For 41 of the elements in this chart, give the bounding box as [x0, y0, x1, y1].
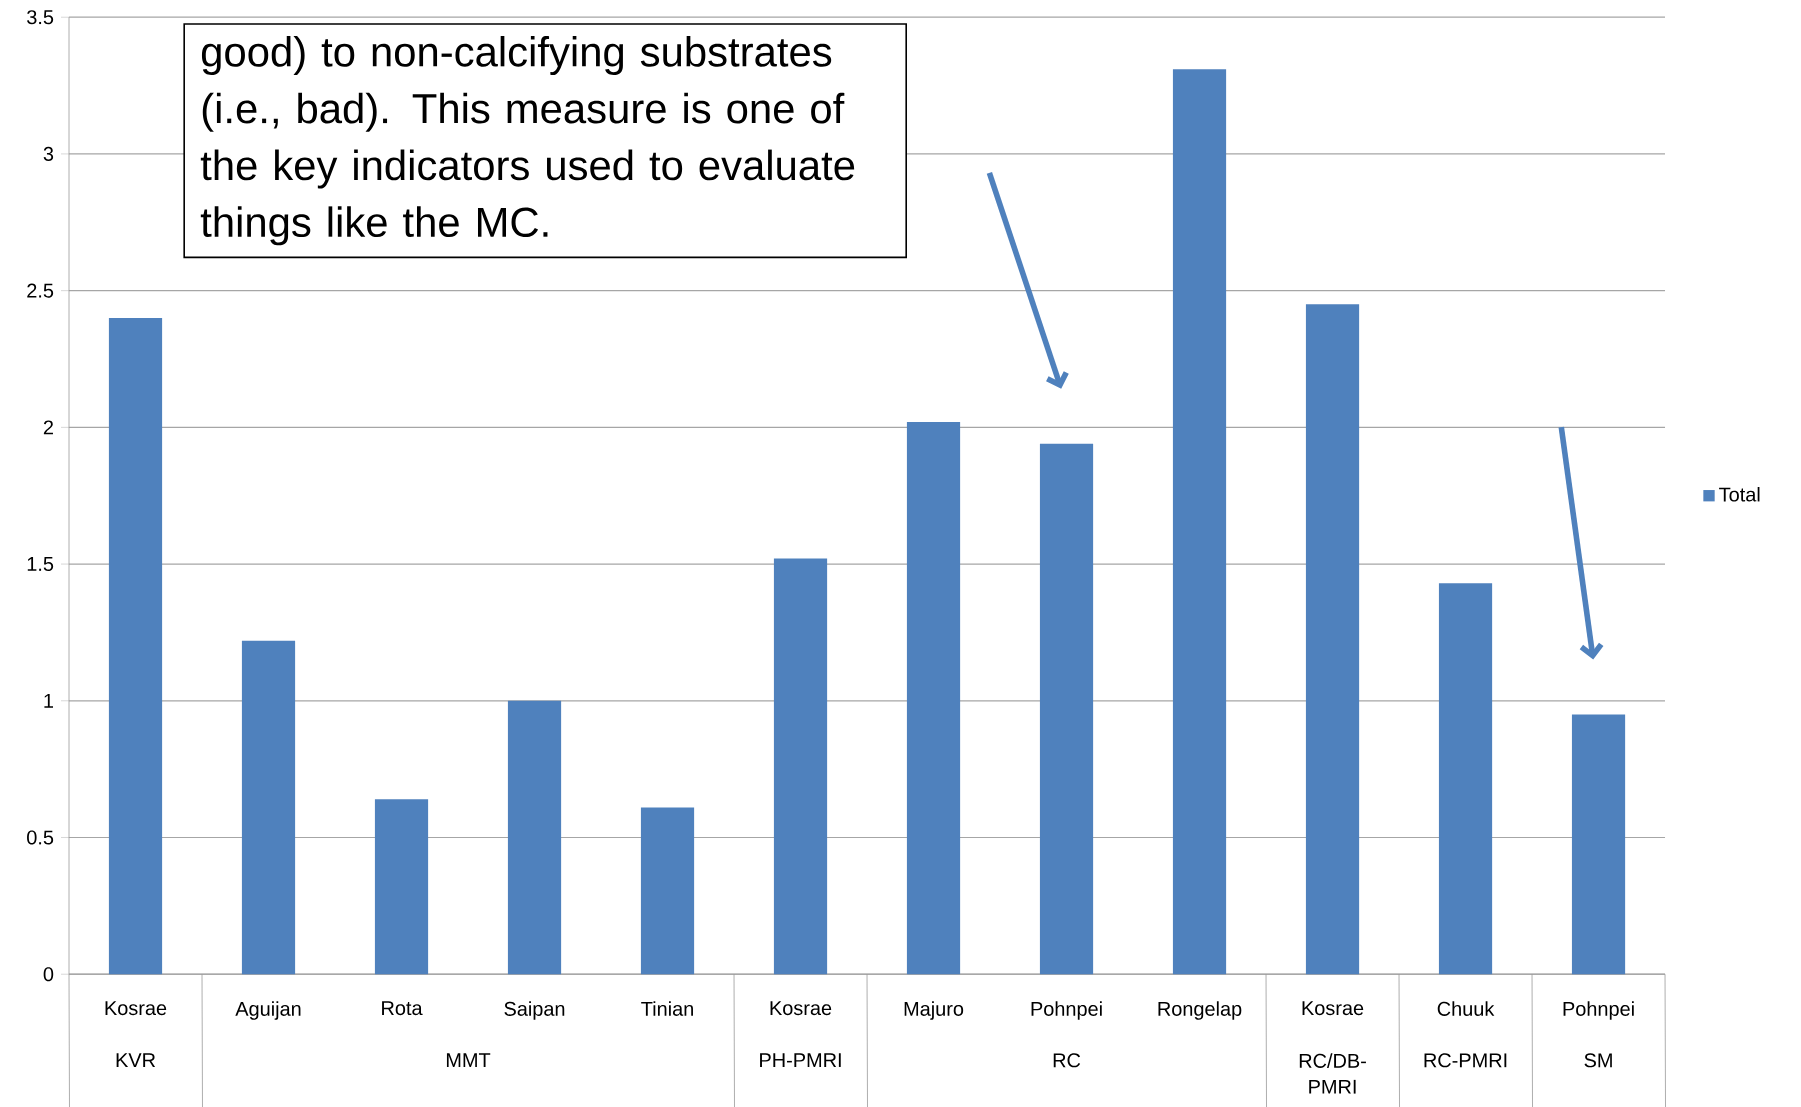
x-tick-label: Rongelap: [1158, 1001, 1242, 1020]
x-tick-label: Chuuk: [1437, 1001, 1495, 1016]
text: RC-PMRI: [1424, 1053, 1507, 1068]
bar: [507, 700, 562, 975]
y-tick-label: 1: [44, 693, 54, 708]
y-tick-label: 0: [43, 967, 54, 982]
text: RC/DB-PMRI: [1299, 1053, 1366, 1094]
y-tick-label: 0.5: [27, 830, 54, 845]
bar: [1172, 69, 1227, 975]
bar: [1571, 714, 1626, 975]
x-tick-label: Tinian: [641, 1001, 693, 1016]
text: SM: [1584, 1053, 1612, 1068]
x-tick-label: Kosrae: [105, 1001, 167, 1016]
x-tick-label: Majuro: [904, 1001, 964, 1020]
text: KVR: [116, 1053, 156, 1067]
bar: [906, 421, 961, 975]
legend-label: Total: [1719, 486, 1760, 502]
y-tick-label: 2.5: [27, 283, 54, 298]
x-tick-label: Aguijan: [235, 1001, 301, 1020]
annotation: good) to non-calcifying substrates (i.e., bad). This measure is one of the key indicators used to evaluate things like the MC.: [200, 36, 855, 246]
bar: [1305, 304, 1360, 975]
bar: [773, 558, 828, 975]
x-tick-label: Saipan: [504, 1001, 565, 1020]
x-tick-label: Kosrae: [1302, 1001, 1364, 1016]
y-tick-label: 1.5: [27, 557, 54, 572]
text: MMT: [446, 1053, 491, 1067]
bar: [108, 317, 163, 975]
bar: [640, 807, 695, 975]
bar: [374, 799, 429, 975]
bar: [1438, 583, 1493, 975]
y-tick-label: 2: [43, 420, 53, 435]
x-tick-label: Pohnpei: [1563, 1001, 1634, 1020]
x-tick-label: Rota: [382, 1001, 423, 1016]
x-tick-label: Kosrae: [770, 1001, 832, 1016]
y-tick-label: 3.5: [27, 10, 54, 25]
bar: [241, 640, 296, 975]
text: PH-PMRI: [760, 1053, 841, 1067]
bar: [1039, 443, 1094, 975]
x-tick-label: Pohnpei: [1031, 1001, 1102, 1020]
y-tick-label: 3: [43, 146, 54, 161]
text: RC: [1053, 1053, 1081, 1068]
